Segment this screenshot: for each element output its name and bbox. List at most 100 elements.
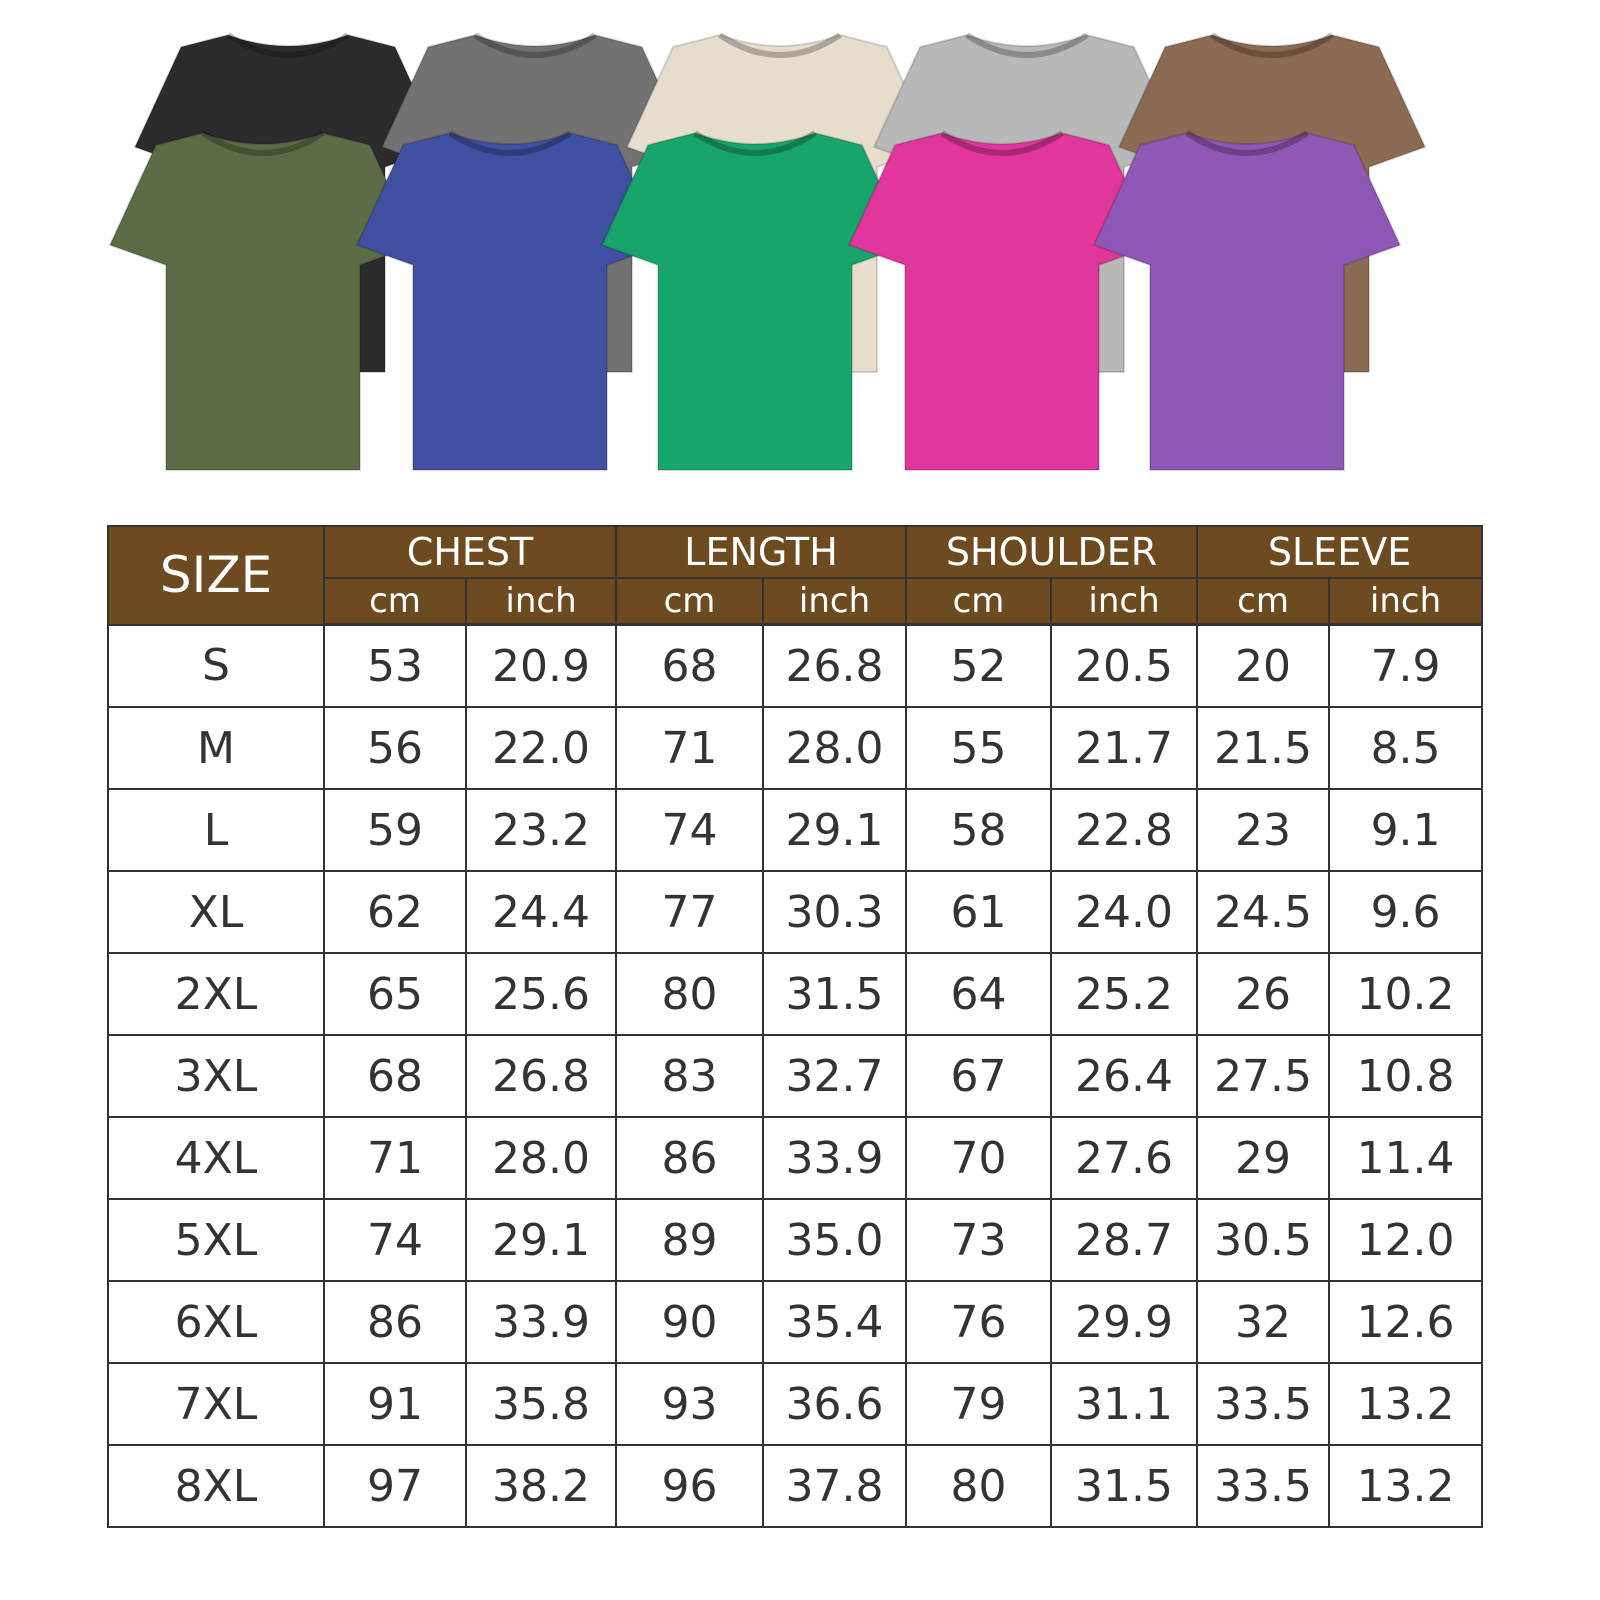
measurement-cell: 28.7 [1050,1198,1199,1282]
measurement-cell: 10.2 [1328,952,1484,1036]
measurement-cell: 12.6 [1328,1280,1484,1364]
measurement-cell: 90 [615,1280,765,1364]
measurement-cell: 32.7 [762,1034,908,1118]
measurement-cell: 80 [905,1444,1053,1528]
measurement-cell: 58 [905,788,1053,872]
table-row: 6XL 86 33.9 90 35.4 76 29.9 32 12.6 [107,1280,1484,1364]
tshirt-front-3 [600,130,910,471]
measurement-cell: 31.5 [762,952,908,1036]
tshirt-front-2 [355,130,665,471]
unit-header-shoulder-inch: inch [1050,578,1199,626]
measurement-cell: 27.6 [1050,1116,1199,1200]
measurement-cell: 29.9 [1050,1280,1199,1364]
measurement-cell: 24.4 [464,870,618,954]
unit-header-shoulder-cm: cm [905,578,1053,626]
tshirt-color-variants [108,32,1427,471]
size-cell: 8XL [107,1444,325,1528]
size-cell: 7XL [107,1362,325,1446]
measurement-cell: 26.4 [1050,1034,1199,1118]
measurement-cell: 24.0 [1050,870,1199,954]
measurement-cell: 52 [905,623,1053,708]
measurement-cell: 80 [615,952,765,1036]
measurement-cell: 29.1 [464,1198,618,1282]
measurement-cell: 27.5 [1196,1034,1331,1118]
measurement-cell: 32 [1196,1280,1331,1364]
size-cell: 5XL [107,1198,325,1282]
measurement-cell: 36.6 [762,1362,908,1446]
measurement-cell: 31.5 [1050,1444,1199,1528]
table-row: 8XL 97 38.2 96 37.8 80 31.5 33.5 13.2 [107,1444,1484,1528]
measurement-cell: 28.0 [762,706,908,790]
measurement-cell: 25.6 [464,952,618,1036]
measurement-cell: 71 [323,1116,467,1200]
table-row: 7XL 91 35.8 93 36.6 79 31.1 33.5 13.2 [107,1362,1484,1446]
measurement-cell: 29.1 [762,788,908,872]
measurement-cell: 35.8 [464,1362,618,1446]
measurement-cell: 35.0 [762,1198,908,1282]
table-row: S 53 20.9 68 26.8 52 20.5 20 7.9 [107,623,1484,708]
table-row: 5XL 74 29.1 89 35.0 73 28.7 30.5 12.0 [107,1198,1484,1282]
table-row: 2XL 65 25.6 80 31.5 64 25.2 26 10.2 [107,952,1484,1036]
measurement-cell: 33.5 [1196,1444,1331,1528]
measurement-cell: 83 [615,1034,765,1118]
measurement-cell: 11.4 [1328,1116,1484,1200]
measurement-cell: 97 [323,1444,467,1528]
size-cell: 6XL [107,1280,325,1364]
measurement-cell: 53 [323,623,467,708]
measurement-cell: 71 [615,706,765,790]
measurement-cell: 70 [905,1116,1053,1200]
unit-header-length-inch: inch [762,578,908,626]
measurement-cell: 73 [905,1198,1053,1282]
group-header-sleeve: SLEEVE [1196,525,1484,579]
measurement-cell: 22.0 [464,706,618,790]
measurement-cell: 86 [323,1280,467,1364]
measurement-cell: 77 [615,870,765,954]
tshirt-front-4 [847,130,1157,471]
header-row-units: cm inch cm inch cm inch cm inch [108,578,1484,626]
measurement-cell: 13.2 [1328,1444,1484,1528]
measurement-cell: 13.2 [1328,1362,1484,1446]
size-cell: 4XL [107,1116,325,1200]
measurement-cell: 65 [323,952,467,1036]
group-header-shoulder: SHOULDER [905,525,1199,579]
table-row: L 59 23.2 74 29.1 58 22.8 23 9.1 [107,788,1484,872]
measurement-cell: 38.2 [464,1444,618,1528]
measurement-cell: 61 [905,870,1053,954]
measurement-cell: 24.5 [1196,870,1331,954]
measurement-cell: 55 [905,706,1053,790]
measurement-cell: 89 [615,1198,765,1282]
measurement-cell: 22.8 [1050,788,1199,872]
measurement-cell: 74 [615,788,765,872]
measurement-cell: 68 [615,623,765,708]
group-header-chest: CHEST [322,525,618,579]
size-cell: M [107,706,325,790]
size-chart-table: SIZE CHEST LENGTH SHOULDER SLEEVE cm inch cm inc… [107,525,1484,1528]
measurement-cell: 37.8 [762,1444,908,1528]
tshirt-front-5 [1092,130,1402,471]
measurement-cell: 26.8 [464,1034,618,1118]
size-cell: XL [107,870,325,954]
unit-header-length-cm: cm [615,578,765,626]
measurement-cell: 93 [615,1362,765,1446]
measurement-cell: 7.9 [1328,623,1484,708]
tshirt-front-1 [108,130,418,471]
measurement-cell: 28.0 [464,1116,618,1200]
measurement-cell: 33.9 [762,1116,908,1200]
measurement-cell: 86 [615,1116,765,1200]
size-header: SIZE [107,525,325,626]
measurement-cell: 21.5 [1196,706,1331,790]
measurement-cell: 67 [905,1034,1053,1118]
measurement-cell: 12.0 [1328,1198,1484,1282]
unit-header-sleeve-inch: inch [1328,578,1484,626]
measurement-cell: 56 [323,706,467,790]
measurement-cell: 64 [905,952,1053,1036]
measurement-cell: 68 [323,1034,467,1118]
measurement-cell: 29 [1196,1116,1331,1200]
group-header-length: LENGTH [615,525,908,579]
measurement-cell: 20 [1196,623,1331,708]
unit-header-chest-inch: inch [464,578,618,626]
measurement-cell: 76 [905,1280,1053,1364]
measurement-cell: 30.3 [762,870,908,954]
table-row: XL 62 24.4 77 30.3 61 24.0 24.5 9.6 [107,870,1484,954]
measurement-cell: 96 [615,1444,765,1528]
